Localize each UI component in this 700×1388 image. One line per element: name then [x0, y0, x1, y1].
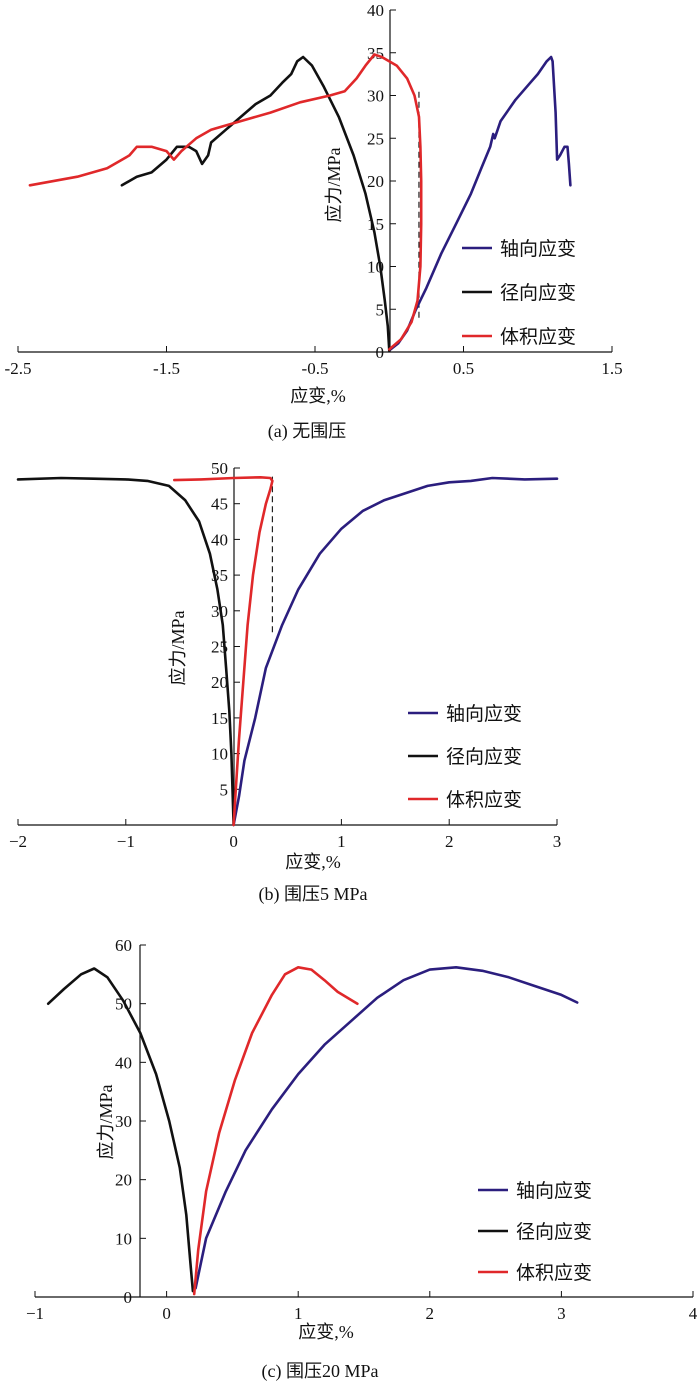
y-tick-label: 20 [115, 1171, 132, 1190]
series-line-3 [192, 966, 359, 1296]
y-tick-label: 10 [211, 745, 228, 764]
y-tick-label: 15 [211, 709, 228, 728]
y-tick-label: 10 [115, 1229, 132, 1248]
y-tick-label: 40 [115, 1053, 132, 1072]
x-tick-label: 0 [229, 832, 238, 851]
y-axis-label: 应力/MPa [168, 610, 188, 685]
legend-label: 轴向应变 [500, 238, 576, 260]
legend-label: 径向应变 [446, 746, 522, 768]
legend-label: 径向应变 [516, 1221, 592, 1243]
series-line-1 [232, 476, 559, 827]
legend-label: 轴向应变 [516, 1180, 592, 1202]
x-tick-label: 3 [553, 832, 562, 851]
y-tick-label: 30 [367, 87, 384, 106]
x-tick-label: -0.5 [302, 359, 329, 378]
y-tick-label: 20 [367, 172, 384, 191]
series-line-2 [120, 55, 391, 353]
x-tick-label: 2 [445, 832, 454, 851]
x-tick-label: 4 [689, 1304, 698, 1323]
y-tick-label: 25 [367, 129, 384, 148]
y-tick-label: 20 [211, 673, 228, 692]
x-axis-label: 应变,% [290, 386, 346, 406]
y-axis-label: 应力/MPa [324, 147, 344, 222]
y-tick-label: 45 [211, 495, 228, 514]
y-tick-label: 40 [211, 530, 228, 549]
x-tick-label: 1 [337, 832, 346, 851]
chart-panel-2: −2 −1 0 1 2 35101520253035404550轴向应变径向应变体积应变应… [9, 459, 561, 905]
y-axis-label: 应力/MPa [96, 1084, 116, 1159]
legend-label: 体积应变 [516, 1262, 592, 1284]
legend-label: 轴向应变 [446, 703, 522, 725]
y-tick-label: 15 [367, 215, 384, 234]
legend-label: 体积应变 [446, 789, 522, 811]
x-axis-label: 应变,% [298, 1322, 354, 1342]
x-tick-label: -2.5 [5, 359, 32, 378]
y-tick-label: 30 [115, 1112, 132, 1131]
x-tick-label: 3 [557, 1304, 566, 1323]
series-line-3 [173, 476, 274, 827]
panel-caption: (c) 围压20 MPa [262, 1361, 379, 1382]
x-tick-label: 2 [426, 1304, 435, 1323]
series-line-2 [46, 967, 195, 1293]
chart-panel-3: −1 0 1 2 3 40102030405060轴向应变径向应变体积应变应变,%应力/M… [26, 936, 698, 1382]
y-tick-label: 5 [376, 300, 385, 319]
x-tick-label: −1 [26, 1304, 44, 1323]
x-tick-label: 0.5 [453, 359, 474, 378]
y-tick-label: 5 [220, 780, 229, 799]
x-tick-label: -1.5 [153, 359, 180, 378]
x-tick-label: −2 [9, 832, 27, 851]
x-tick-label: −1 [117, 832, 135, 851]
series-line-1 [388, 55, 572, 352]
y-tick-label: 0 [376, 343, 385, 362]
x-axis-label: 应变,% [285, 852, 341, 872]
y-tick-label: 50 [211, 459, 228, 478]
x-tick-label: 1.5 [601, 359, 622, 378]
series-line-2 [16, 476, 235, 827]
y-tick-label: 60 [115, 936, 132, 955]
panel-caption: (a) 无围压 [268, 421, 346, 442]
chart-panel-1: -2.5 -1.5 -0.5 0.5 1.50510152025303540轴向应变径向… [5, 1, 623, 442]
x-tick-label: 0 [162, 1304, 171, 1323]
legend-label: 径向应变 [500, 282, 576, 304]
panel-caption: (b) 围压5 MPa [259, 884, 368, 905]
series-line-1 [194, 966, 579, 1290]
series-line-3 [28, 53, 423, 351]
y-tick-label: 40 [367, 1, 384, 20]
legend-label: 体积应变 [500, 326, 576, 348]
y-tick-label: 0 [124, 1288, 133, 1307]
x-tick-label: 1 [294, 1304, 303, 1323]
